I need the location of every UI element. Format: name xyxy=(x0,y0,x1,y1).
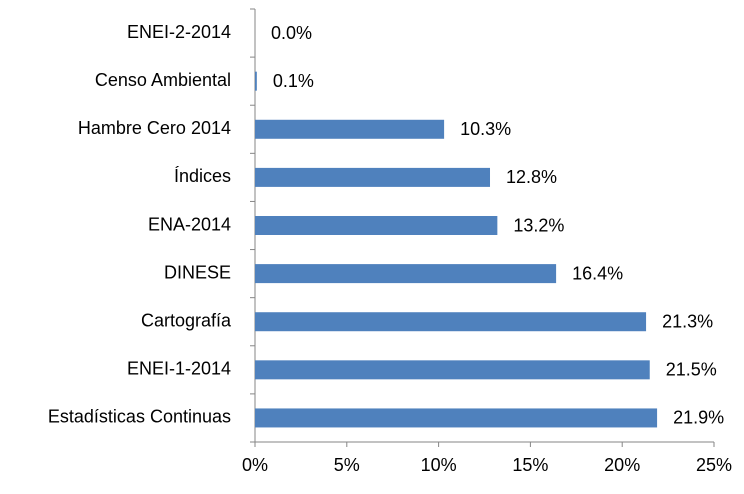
x-tick-label: 25% xyxy=(696,455,732,475)
y-tick-label: Estadísticas Continuas xyxy=(48,407,231,427)
y-tick-label: Hambre Cero 2014 xyxy=(78,118,231,138)
value-label: 10.3% xyxy=(460,119,511,139)
value-label: 12.8% xyxy=(506,167,557,187)
x-tick-label: 5% xyxy=(334,455,360,475)
bar xyxy=(255,119,445,139)
value-label: 21.9% xyxy=(673,408,724,428)
x-tick-label: 10% xyxy=(421,455,457,475)
value-label: 13.2% xyxy=(513,215,564,235)
bar xyxy=(255,408,658,428)
y-tick-label: ENEI-2-2014 xyxy=(127,22,231,42)
bar xyxy=(255,71,257,91)
bar xyxy=(255,264,557,284)
bar xyxy=(255,216,498,235)
bar xyxy=(255,167,491,187)
y-tick-label: ENA-2014 xyxy=(148,214,231,234)
x-tick-label: 15% xyxy=(512,455,548,475)
bar xyxy=(255,360,650,380)
value-label: 0.1% xyxy=(273,71,314,91)
bar xyxy=(255,312,647,332)
value-label: 21.5% xyxy=(666,360,717,380)
y-tick-label: DINESE xyxy=(164,262,231,282)
value-label: 21.3% xyxy=(662,311,713,331)
y-tick-label: Cartografía xyxy=(141,310,232,330)
x-tick-label: 20% xyxy=(604,455,640,475)
y-tick-label: Censo Ambiental xyxy=(95,70,231,90)
value-label: 16.4% xyxy=(572,263,623,283)
y-tick-label: ENEI-1-2014 xyxy=(127,359,231,379)
value-label: 0.0% xyxy=(271,23,312,43)
x-tick-label: 0% xyxy=(242,455,268,475)
y-tick-label: Índices xyxy=(174,166,231,186)
